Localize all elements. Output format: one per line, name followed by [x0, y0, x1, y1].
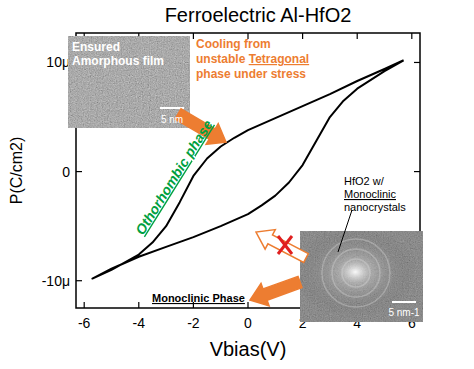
x-tick: [302, 33, 303, 39]
annotation-part: unstable: [196, 52, 249, 66]
annotation-text: 5 nm-1: [388, 307, 420, 318]
diffraction-ring: [342, 259, 370, 287]
y-tick: [76, 280, 82, 281]
blocked-arrow: [256, 230, 308, 263]
annotation-text: Cooling from: [196, 37, 271, 51]
annotation-underlined: Monoclinic: [344, 188, 396, 200]
monoclinic-arrow: [250, 276, 302, 306]
y-tick-label: 0: [62, 164, 70, 180]
annotation-text: phase under stress: [196, 67, 306, 81]
annotation-text: Monoclinic: [344, 188, 396, 200]
y-axis-label: P(C/cm2): [8, 137, 25, 205]
annotation-text: Monoclinic Phase: [152, 292, 245, 304]
x-tick: [84, 302, 85, 308]
annotation-text: HfO2 w/: [344, 175, 385, 187]
annotation: Monoclinic Phase: [152, 292, 245, 304]
annotation: Othorhombic phase: [132, 117, 216, 238]
diffraction-ring: [322, 239, 390, 307]
chart: Ferroelectric Al-HfO2-6-4-20246-10μ010μV…: [0, 0, 474, 369]
x-tick: [138, 302, 139, 308]
x-tick-label: 0: [244, 315, 252, 331]
annotation-underlined: Tetragonal: [249, 52, 309, 66]
x-tick: [411, 33, 412, 39]
x-tick: [357, 33, 358, 39]
annotation-text: Ensured: [72, 40, 120, 54]
annotation-text: 5 nm: [161, 114, 183, 125]
annotation: EnsuredAmorphous film: [72, 40, 164, 68]
title: Ferroelectric Al-HfO2: [165, 4, 352, 26]
annotation-underlined: Monoclinic Phase: [152, 292, 245, 304]
annotation: 5 nm-1: [388, 307, 420, 318]
x-tick-label: -2: [187, 315, 200, 331]
scale-bar: [392, 301, 416, 303]
x-tick: [193, 33, 194, 39]
x-axis-label: Vbias(V): [210, 338, 287, 360]
y-tick: [414, 171, 420, 172]
diffraction-ring: [332, 249, 380, 297]
y-tick-label: 10μ: [46, 54, 70, 70]
cross-mark: [278, 236, 292, 254]
y-tick: [76, 171, 82, 172]
annotation-text: unstable Tetragonal: [196, 52, 309, 66]
x-tick: [247, 302, 248, 308]
annotation-text: Othorhombic phase: [132, 117, 216, 238]
annotation: HfO2 w/Monoclinicnanocrystals: [344, 175, 406, 213]
diffraction-noise: [300, 231, 423, 322]
y-tick-label: -10μ: [42, 273, 70, 289]
annotation: Cooling fromunstable Tetragonalphase und…: [196, 37, 309, 81]
cross-mark: [278, 236, 292, 254]
x-tick-label: -4: [133, 315, 146, 331]
annotation-text: nanocrystals: [344, 201, 406, 213]
annotation-underlined: Othorhombic phase: [132, 117, 216, 238]
y-tick: [414, 62, 420, 63]
pointer-line: [338, 210, 352, 252]
tem-image: [68, 36, 190, 128]
annotation: 5 nm: [161, 114, 183, 125]
diffraction-bg: [300, 231, 423, 322]
x-tick-label: -6: [78, 315, 91, 331]
tem-image-bg: [68, 36, 190, 128]
annotation-text: Amorphous film: [72, 54, 164, 68]
diffraction-spot: [300, 231, 423, 322]
